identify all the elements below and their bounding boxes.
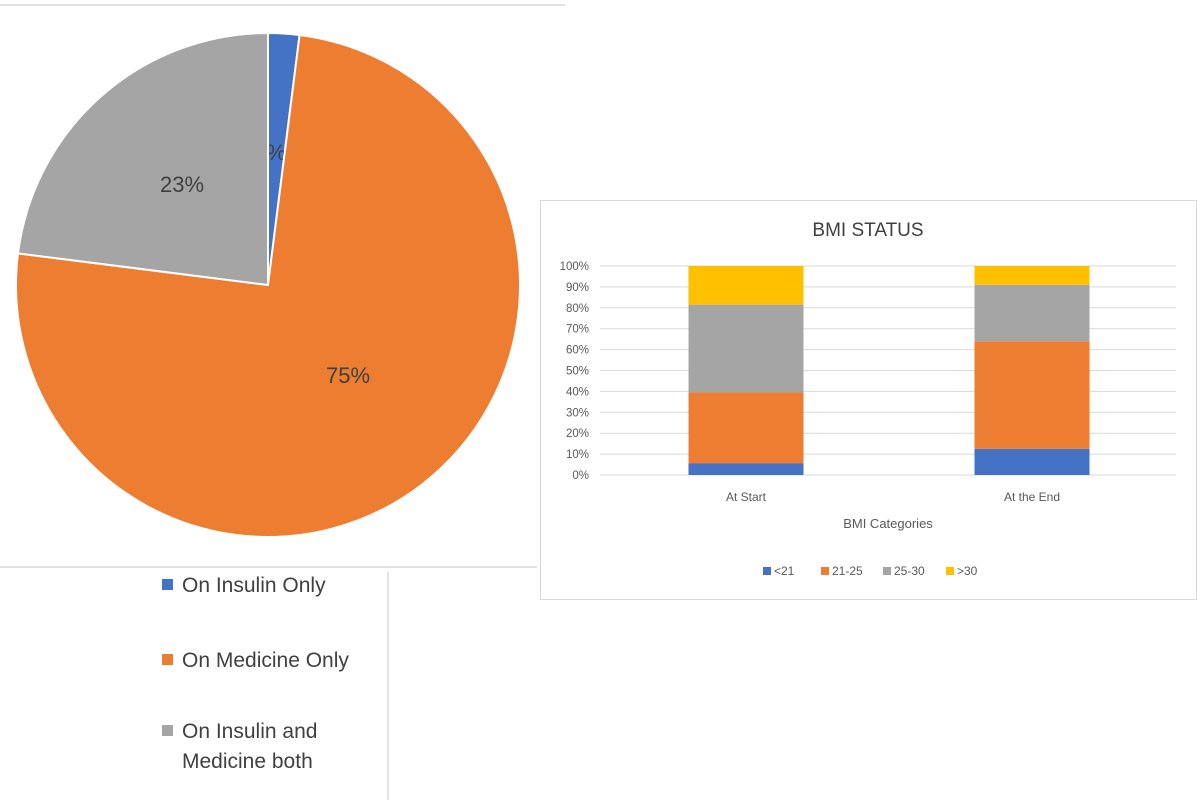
x-axis-title: BMI Categories (843, 516, 933, 531)
bar-legend-swatch (763, 567, 771, 575)
pie-slice (16, 31, 269, 287)
pie-legend-item: On Medicine Only (162, 646, 349, 676)
bar-chart-frame (540, 200, 1197, 600)
y-tick-label: 100% (560, 261, 589, 273)
legend-swatch (162, 725, 173, 736)
pie-data-label: 23% (160, 172, 204, 197)
pie-data-label: 75% (326, 363, 370, 388)
bar-legend-label: 21-25 (832, 564, 863, 578)
y-tick-label: 10% (566, 449, 589, 461)
bar-segment (688, 463, 804, 475)
y-tick-label: 0% (572, 470, 589, 482)
bar-legend-swatch (883, 567, 891, 575)
y-tick-label: 30% (566, 407, 589, 419)
bar-legend-label: 25-30 (894, 564, 925, 578)
y-tick-label: 40% (566, 386, 589, 398)
pie-legend-label: On Medicine Only (162, 646, 349, 676)
bar-segment (688, 304, 804, 393)
bar-legend-swatch (946, 567, 954, 575)
bar-legend-label: <21 (774, 564, 795, 578)
x-tick-label: At the End (1004, 490, 1060, 504)
bar-segment (974, 448, 1090, 475)
y-tick-label: 80% (566, 303, 589, 315)
legend-swatch (162, 654, 173, 665)
bar-segment (688, 392, 804, 464)
legend-swatch (162, 579, 173, 590)
pie-legend-label: On Insulin Only (162, 571, 326, 601)
y-tick-label: 20% (566, 428, 589, 440)
bar-legend-label: >30 (957, 564, 978, 578)
pie-legend-label: On Insulin and (162, 717, 317, 747)
bar-segment (974, 341, 1090, 449)
y-tick-label: 60% (566, 345, 589, 357)
pie-legend-item: On Insulin Only (162, 571, 326, 601)
pie-legend-label: Medicine both (182, 750, 313, 773)
bar-segment (974, 266, 1090, 285)
bar-segment (974, 284, 1090, 342)
y-tick-label: 50% (566, 366, 589, 378)
y-tick-label: 70% (566, 324, 589, 336)
y-tick-label: 90% (566, 282, 589, 294)
bar-legend-swatch (821, 567, 829, 575)
bar-segment (688, 266, 804, 305)
bar-chart-title: BMI STATUS (812, 220, 923, 241)
x-tick-label: At Start (726, 490, 767, 504)
pie-legend-item: On Insulin and Medicine both (162, 717, 317, 777)
